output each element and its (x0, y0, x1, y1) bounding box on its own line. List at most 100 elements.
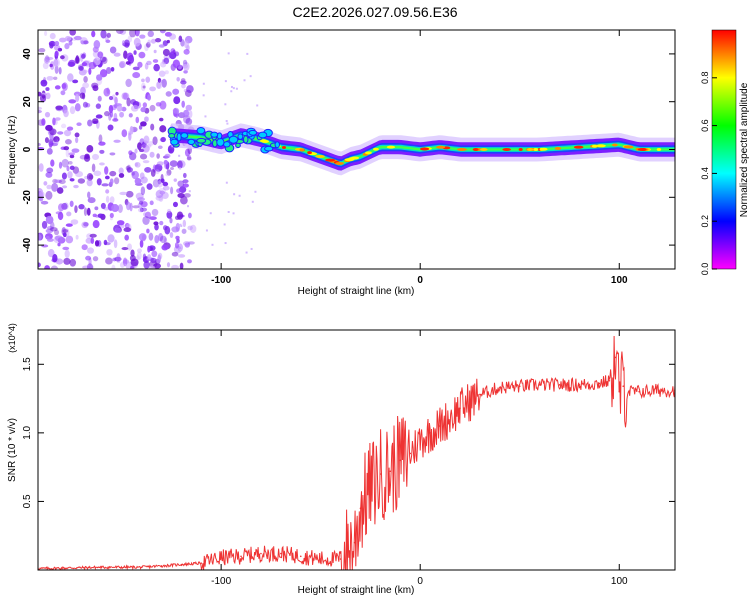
trace-hotspot (527, 148, 534, 151)
noise-dot (202, 82, 205, 85)
noise-blob (72, 79, 79, 84)
trace-blob (196, 137, 207, 144)
noise-blob (63, 257, 71, 265)
noise-blob (177, 180, 185, 188)
noise-blob (180, 80, 187, 85)
noise-blob (149, 86, 156, 92)
trace-hotspot (373, 147, 379, 151)
noise-blob (146, 183, 153, 190)
noise-blob (148, 265, 156, 269)
snr-data-point (369, 486, 372, 489)
noise-blob (144, 62, 149, 70)
noise-blob (129, 125, 134, 135)
noise-blob (140, 176, 148, 184)
noise-blob (52, 117, 56, 126)
noise-blob (54, 50, 59, 57)
noise-blob (69, 200, 74, 207)
noise-blob (150, 38, 157, 44)
noise-blob (81, 62, 88, 67)
noise-blob (55, 105, 63, 111)
noise-blob (60, 123, 67, 129)
noise-blob (58, 161, 63, 169)
noise-blob (142, 215, 150, 225)
noise-blob (69, 106, 76, 115)
noise-blob (111, 264, 116, 269)
noise-blob (187, 241, 195, 245)
noise-blob (139, 200, 144, 205)
noise-blob (133, 105, 139, 110)
noise-blob (115, 91, 119, 96)
noise-dot (224, 80, 227, 83)
noise-blob (99, 69, 108, 78)
noise-blob (137, 61, 143, 68)
noise-blob (171, 264, 179, 269)
noise-blob (86, 263, 94, 269)
noise-blob (140, 121, 147, 127)
noise-blob (65, 223, 73, 227)
noise-dot (227, 210, 230, 213)
noise-blob (98, 134, 103, 143)
noise-blob (86, 179, 93, 187)
spectrogram-y-axis-label: Frequency (Hz) (7, 116, 18, 185)
trace-hotspot (420, 147, 430, 151)
noise-blob (128, 113, 133, 118)
noise-blob (68, 152, 76, 156)
noise-dot (186, 205, 189, 208)
noise-blob (45, 228, 54, 234)
noise-blob (101, 56, 108, 65)
noise-blob (155, 169, 160, 175)
noise-blob (38, 109, 42, 114)
noise-blob (167, 208, 171, 214)
noise-blob (69, 258, 77, 267)
trace-hotspot (261, 139, 270, 143)
noise-blob (180, 39, 185, 47)
trace-hotspot (637, 148, 647, 151)
noise-blob (175, 222, 181, 232)
noise-blob (80, 53, 86, 59)
snr-data-point (389, 470, 392, 473)
snr-data-point (518, 385, 521, 388)
snr-data-point (220, 556, 222, 559)
noise-blob (118, 167, 124, 175)
noise-blob (186, 156, 192, 161)
noise-blob (159, 220, 164, 226)
noise-blob (171, 251, 179, 257)
noise-blob (67, 61, 75, 67)
noise-blob (180, 196, 188, 205)
noise-blob (185, 117, 193, 126)
noise-dot (238, 194, 241, 197)
noise-blob (170, 48, 176, 55)
chart-title: C2E2.2026.027.09.56.E36 (292, 4, 457, 20)
noise-blob (63, 109, 69, 118)
noise-blob (107, 234, 115, 243)
noise-blob (176, 188, 182, 194)
noise-blob (135, 116, 140, 124)
noise-blob (187, 225, 193, 231)
trace-hotspot (623, 145, 634, 149)
trace-blob (168, 133, 176, 139)
snr-data-point (339, 558, 342, 560)
noise-blob (42, 62, 49, 70)
snr-data-point (379, 473, 382, 475)
noise-blob (139, 34, 146, 39)
noise-blob (57, 242, 61, 247)
noise-blob (140, 107, 146, 113)
noise-blob (113, 239, 118, 249)
noise-dot (225, 181, 228, 184)
trace-hotspot (281, 145, 286, 149)
noise-blob (156, 153, 160, 159)
noise-blob (131, 171, 135, 176)
noise-blob (174, 242, 179, 249)
trace-blob (187, 138, 196, 146)
noise-blob (143, 212, 147, 217)
noise-blob (82, 82, 90, 89)
noise-blob (61, 158, 69, 168)
noise-blob (88, 61, 97, 70)
noise-blob (88, 257, 92, 266)
noise-blob (92, 85, 99, 92)
noise-blob (177, 160, 183, 169)
noise-blob (114, 227, 121, 233)
spectrogram-y-tick-label: -40 (22, 237, 33, 252)
snr-x-tick-label: -100 (211, 576, 231, 587)
noise-blob (103, 87, 111, 97)
